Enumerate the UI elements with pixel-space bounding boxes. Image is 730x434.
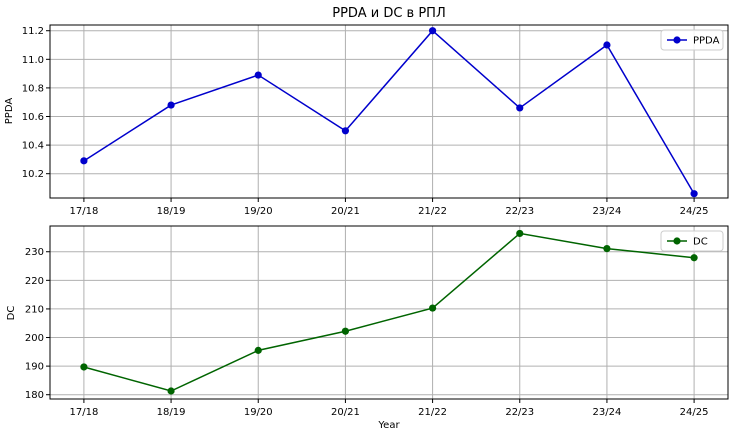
y-tick-label: 10.8 [22, 83, 44, 94]
legend-point-marker [673, 237, 681, 245]
x-tick-label: 23/24 [593, 206, 622, 217]
dc-panel: 17/18 18/19 19/20 20/21 21/22 22/23 23/24 24/25… [6, 225, 729, 418]
y-tick-label: 180 [25, 390, 44, 401]
x-tick-label: 24/25 [680, 206, 709, 217]
ppda-panel: 17/18 18/19 19/20 20/21 21/22 22/23 23/24 24/25… [4, 24, 729, 217]
dc-data-point [80, 363, 88, 371]
x-axis-label: Year [377, 420, 400, 431]
y-tick-label: 11.0 [22, 55, 44, 66]
legend-point-marker [673, 36, 681, 44]
ppda-series-line [83, 29, 695, 195]
x-tick-label: 17/18 [69, 206, 98, 217]
y-tick-label: 10.6 [22, 112, 44, 123]
plot-frame [49, 225, 729, 400]
x-tick-label: 21/22 [418, 206, 447, 217]
legend-box [660, 230, 724, 252]
ppda-data-point [80, 157, 88, 165]
chart-title: PPDA и DC в РПЛ [332, 6, 445, 21]
dc-data-point [428, 304, 437, 312]
x-tick-label: 18/19 [157, 206, 186, 217]
x-tick-label: 20/21 [331, 407, 360, 418]
x-tick-label: 21/22 [418, 407, 447, 418]
y-tick-label: 190 [25, 362, 44, 373]
plot-frame [49, 24, 729, 199]
legend-box [660, 29, 724, 51]
y-axis-label: DC [6, 306, 17, 321]
dc-data-point [341, 327, 350, 335]
x-tick-label: 23/24 [593, 407, 622, 418]
ppda-data-point [516, 104, 524, 112]
x-tick-label: 18/19 [157, 407, 186, 418]
dc-data-point [516, 229, 524, 238]
x-tick-label: 20/21 [331, 206, 360, 217]
dc-data-point [603, 244, 611, 253]
ppda-data-point [603, 41, 611, 49]
y-axis-label: PPDA [4, 98, 15, 125]
dc-data-point [254, 346, 262, 354]
dc-series-line [83, 232, 695, 392]
x-tick-label: 19/20 [244, 407, 273, 418]
ppda-data-point [254, 71, 262, 79]
y-tick-label: 230 [25, 247, 44, 258]
legend-label: PPDA [693, 36, 720, 47]
dc-data-point [167, 387, 175, 395]
ppda-data-point [167, 101, 175, 109]
ppda-data-point [428, 27, 437, 35]
x-tick-label: 22/23 [505, 407, 534, 418]
legend-label: DC [693, 237, 708, 248]
dc-data-point [690, 254, 698, 262]
ppda-data-point [341, 127, 350, 135]
ppda-data-point [690, 190, 698, 198]
y-tick-label: 200 [25, 333, 44, 344]
y-tick-label: 210 [25, 304, 44, 315]
x-tick-label: 19/20 [244, 206, 273, 217]
y-tick-label: 220 [25, 276, 44, 287]
x-tick-label: 17/18 [69, 407, 98, 418]
y-tick-label: 11.2 [22, 26, 44, 37]
x-tick-label: 22/23 [505, 206, 534, 217]
y-tick-label: 10.4 [22, 141, 44, 152]
x-tick-label: 24/25 [680, 407, 709, 418]
y-tick-label: 10.2 [22, 169, 44, 180]
